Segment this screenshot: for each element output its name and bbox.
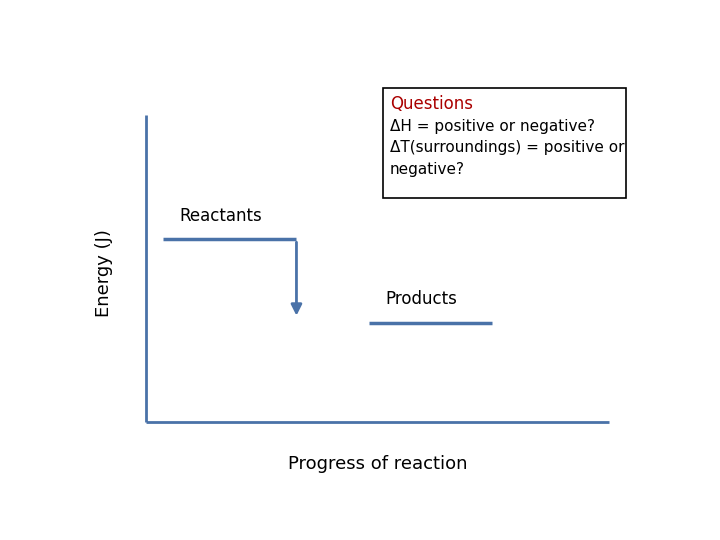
Text: Questions: Questions — [390, 95, 472, 113]
Text: Progress of reaction: Progress of reaction — [287, 455, 467, 473]
Text: Energy (J): Energy (J) — [95, 229, 113, 316]
Text: Products: Products — [386, 290, 458, 308]
Text: Reactants: Reactants — [179, 207, 262, 225]
FancyBboxPatch shape — [383, 87, 626, 198]
Text: ΔH = positive or negative?
ΔT(surroundings) = positive or
negative?: ΔH = positive or negative? ΔT(surroundin… — [390, 119, 624, 177]
